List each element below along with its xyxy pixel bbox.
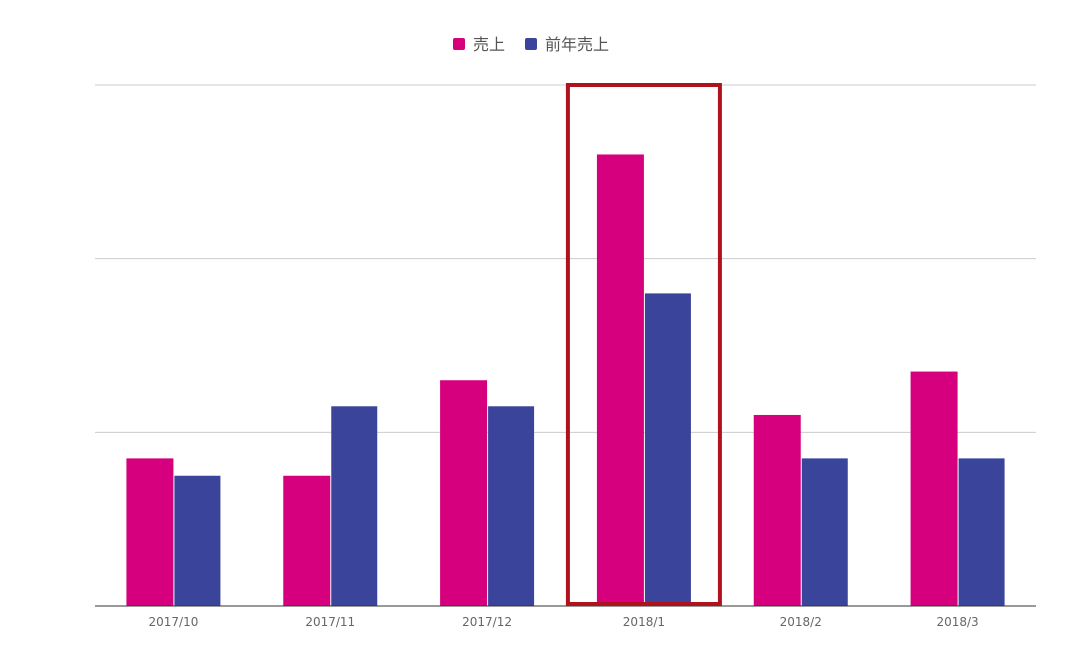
bar-prev-year-sales: [331, 406, 378, 606]
legend-label: 売上: [473, 35, 505, 54]
legend-swatch: [525, 38, 537, 50]
x-tick-label: 2018/2: [780, 615, 822, 629]
bar-prev-year-sales: [958, 458, 1005, 606]
bar-prev-year-sales: [801, 458, 848, 606]
x-tick-label: 2017/10: [148, 615, 198, 629]
bar-sales: [440, 380, 488, 606]
bar-sales: [910, 371, 958, 606]
legend-label: 前年売上: [545, 35, 609, 54]
x-axis: 2017/10 2017/11 2017/12 2018/1 2018/2 2018/3: [95, 605, 1036, 629]
bar-sales: [283, 475, 331, 606]
bar-sales: [596, 154, 644, 606]
bar-sales: [126, 458, 174, 606]
bar-sales: [753, 414, 801, 606]
bar-prev-year-sales: [488, 406, 535, 606]
highlight-box: [565, 83, 722, 606]
x-tick-label: 2017/12: [462, 615, 512, 629]
bars: [126, 154, 1005, 606]
x-tick-label: 2017/11: [305, 615, 355, 629]
bar-prev-year-sales: [644, 293, 691, 606]
bar-prev-year-sales: [174, 475, 221, 606]
highlight-box-layer: [565, 83, 722, 606]
x-tick-label: 2018/1: [623, 615, 665, 629]
gridlines: [95, 84, 1036, 433]
x-tick-label: 2018/3: [936, 615, 978, 629]
legend-swatch: [453, 38, 465, 50]
legend: 売上 前年売上: [453, 35, 609, 54]
